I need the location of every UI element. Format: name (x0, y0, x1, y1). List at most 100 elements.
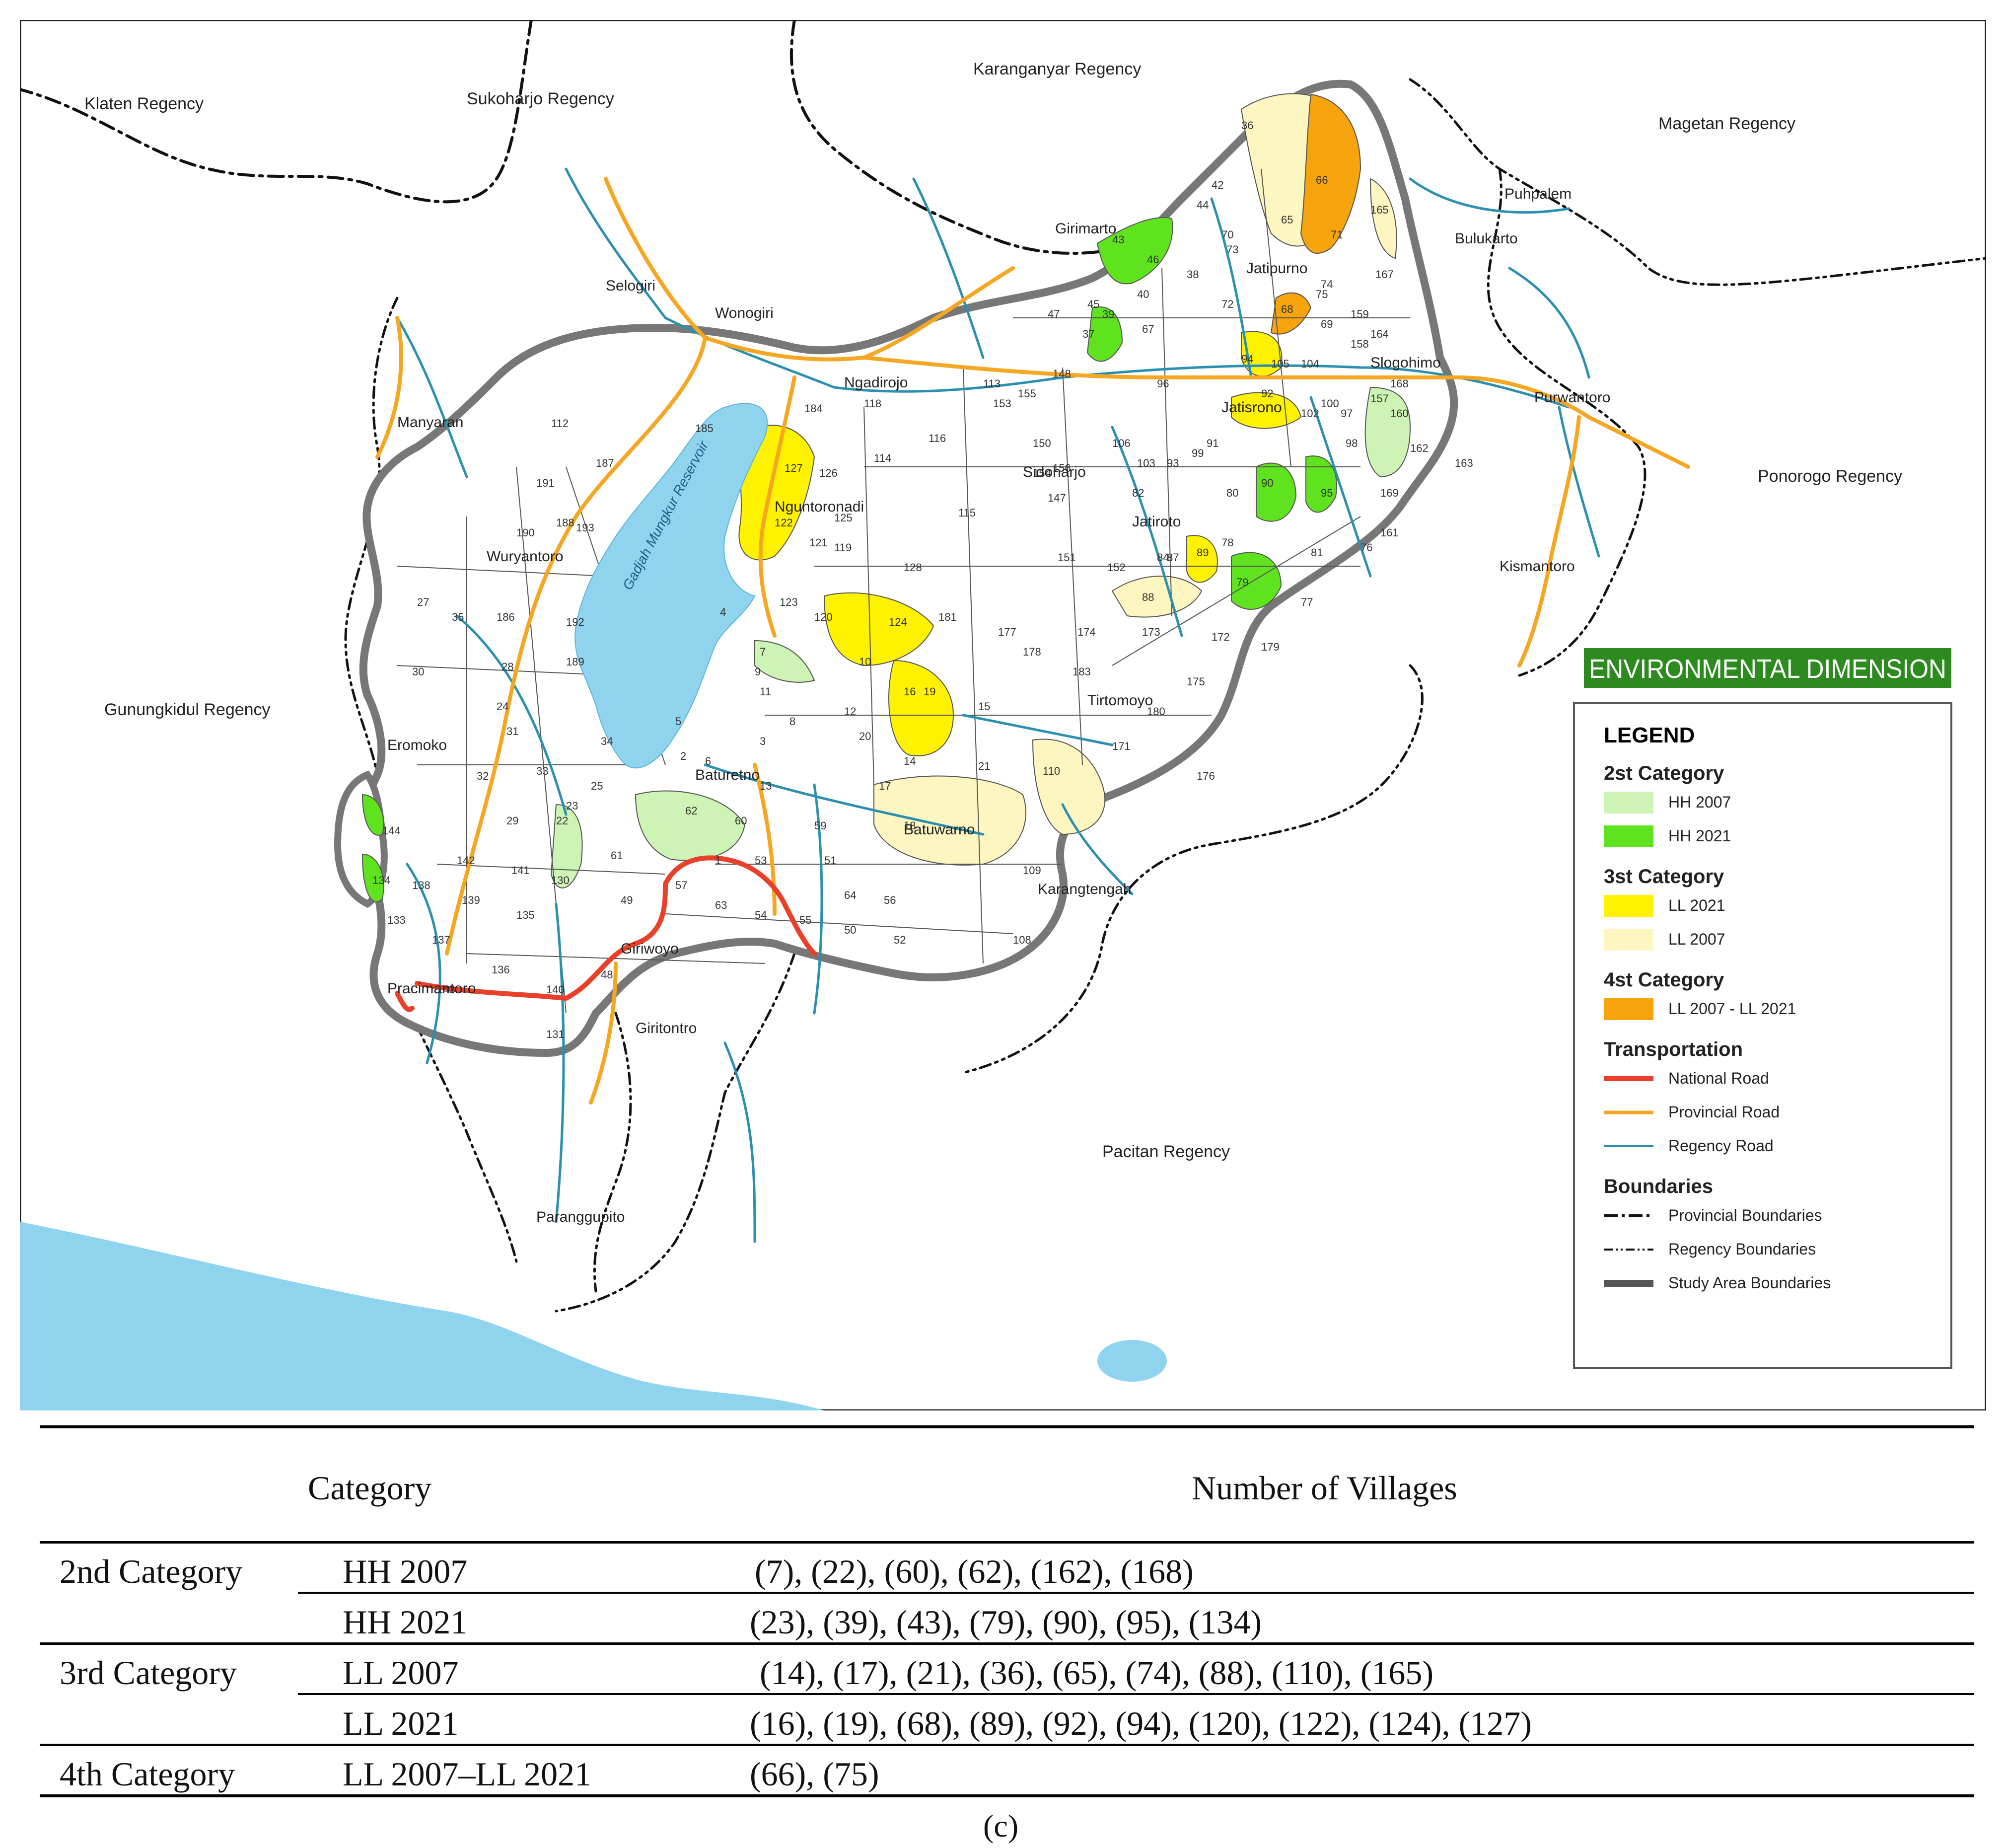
village-number: 124 (889, 616, 907, 628)
legend-heading: Boundaries (1604, 1176, 1713, 1197)
place-label: Baturetno (695, 767, 760, 783)
village-number: 109 (1023, 864, 1041, 877)
legend-item-label: Study Area Boundaries (1668, 1274, 1831, 1292)
village-number: 15 (978, 700, 990, 713)
village-number: 100 (1321, 397, 1339, 410)
row-subcategory: LL 2007–LL 2021 (343, 1755, 592, 1793)
village-number: 57 (675, 879, 687, 891)
village-number: 35 (452, 611, 464, 623)
village-number: 71 (1331, 228, 1343, 241)
village-categories (361, 93, 1411, 902)
village-number: 174 (1077, 626, 1096, 638)
row-divider (298, 1693, 1974, 1695)
figure-caption: (c) (983, 1808, 1019, 1844)
legend-heading: 2st Category (1604, 762, 1724, 784)
village-number: 186 (497, 611, 515, 623)
village-number: 159 (1351, 308, 1369, 320)
patch-ll2021 (1186, 535, 1218, 583)
village-number: 160 (1390, 407, 1409, 420)
provincial-road (375, 177, 1690, 1105)
village-number: 91 (1207, 437, 1218, 449)
village-number: 162 (1410, 442, 1429, 454)
village-number: 103 (1137, 457, 1155, 469)
legend: LEGEND 2st Category HH 2007 HH 2021 3st Cat… (1573, 702, 1952, 1369)
village-number: 27 (417, 596, 429, 608)
village-number: 185 (695, 422, 714, 435)
village-number: 97 (1341, 407, 1353, 420)
village-number: 193 (576, 521, 594, 534)
village-number: 123 (780, 596, 798, 608)
sea-island-water (1097, 1340, 1167, 1382)
region-label: Sukoharjo Regency (467, 89, 614, 108)
regency-boundary (593, 1012, 632, 1293)
village-number: 34 (601, 735, 613, 747)
village-number: 9 (755, 665, 761, 678)
village-number: 133 (387, 914, 406, 926)
patch-hh2021 (1231, 552, 1282, 610)
village-number: 177 (998, 626, 1016, 638)
place-label: Jatipurno (1246, 260, 1307, 277)
village-number: 72 (1221, 298, 1233, 310)
village-number: 77 (1301, 596, 1313, 608)
village-number: 125 (834, 512, 853, 524)
village-number: 55 (799, 914, 811, 926)
place-label: Batuwarno (904, 821, 975, 838)
village-number: 187 (596, 457, 614, 469)
village-number: 118 (864, 397, 881, 410)
village-number: 46 (1147, 253, 1159, 266)
village-number: 67 (1142, 323, 1154, 335)
patch-hh2007 (754, 640, 815, 683)
village-number: 3 (760, 735, 766, 747)
village-number: 110 (1043, 765, 1060, 777)
legend-item-label: LL 2007 (1668, 930, 1725, 948)
place-label: Slogohimo (1370, 355, 1441, 371)
patch-lldouble (1270, 292, 1312, 335)
village-number: 134 (372, 874, 391, 887)
village-number: 173 (1142, 626, 1160, 638)
village-number: 32 (477, 770, 489, 782)
village-number: 148 (1053, 368, 1071, 380)
village-number: 63 (715, 899, 727, 911)
legend-box (1573, 702, 1952, 1369)
place-label: Giriwoyo (621, 941, 679, 957)
village-number: 169 (1380, 487, 1399, 499)
sea (20, 1222, 824, 1410)
village-number: 143 (437, 983, 455, 996)
village-number: 61 (611, 849, 623, 862)
village-number: 28 (501, 661, 513, 673)
village-number: 62 (685, 805, 697, 817)
village-number: 21 (978, 760, 990, 772)
village-number: 128 (904, 561, 922, 574)
place-labels: Selogiri Wonogiri Girimarto Jatipurno Pu… (387, 186, 1610, 1225)
village-number: 87 (1167, 551, 1179, 564)
village-number: 6 (705, 755, 711, 767)
village-number: 106 (1112, 437, 1131, 449)
place-label: Purwantoro (1534, 389, 1610, 406)
village-number: 66 (1316, 174, 1328, 186)
row-villages: (66), (75) (750, 1755, 879, 1793)
village-number: 147 (1048, 492, 1066, 504)
village-number: 19 (924, 685, 935, 698)
row-subcategory: LL 2007 (343, 1654, 459, 1692)
village-number: 161 (1380, 526, 1399, 539)
patch-hh2021 (1086, 306, 1123, 362)
place-label: Pracimantoro (387, 980, 476, 997)
village-number: 167 (1375, 268, 1394, 281)
village-number: 30 (412, 665, 424, 678)
village-number: 84 (1157, 551, 1169, 564)
patch-hh2021 (361, 794, 384, 836)
village-number: 127 (785, 462, 803, 474)
village-number: 10 (859, 656, 871, 668)
village-number: 171 (1112, 740, 1131, 752)
row-villages: (14), (17), (21), (36), (65), (74), (88)… (760, 1654, 1434, 1692)
village-number: 93 (1167, 457, 1179, 469)
place-label: Giritontro (636, 1020, 697, 1036)
village-number: 121 (809, 536, 828, 549)
village-number: 76 (1360, 541, 1372, 554)
row-villages: (23), (39), (43), (79), (90), (95), (134… (750, 1603, 1262, 1641)
legend-item-label: LL 2007 - LL 2021 (1668, 1000, 1796, 1018)
village-number: 50 (844, 924, 856, 936)
legend-items: 2st Category HH 2007 HH 2021 3st Category LL… (1604, 762, 1831, 1292)
village-number: 39 (1102, 308, 1114, 320)
